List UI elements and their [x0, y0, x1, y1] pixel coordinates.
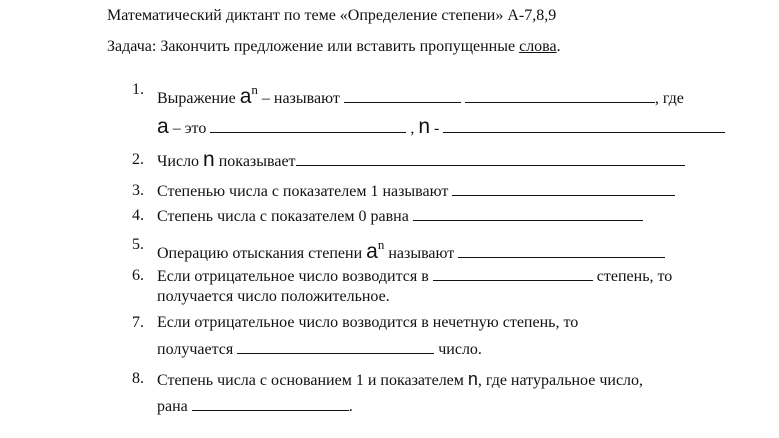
- blank-field[interactable]: [191, 396, 349, 411]
- item-number: 5.: [132, 236, 144, 253]
- var-n: n: [467, 369, 478, 389]
- item-text: показывает: [214, 153, 296, 170]
- var-a: a: [239, 85, 252, 108]
- item-text: рана: [157, 398, 192, 415]
- item-text: называют: [384, 245, 459, 262]
- item-text: Операцию отыскания степени: [157, 245, 367, 262]
- item-text: получается: [157, 341, 238, 358]
- task-suffix: .: [556, 38, 561, 55]
- item-text: – называют: [257, 90, 344, 107]
- item-text: – это: [168, 120, 211, 137]
- var-n: n: [377, 237, 385, 252]
- var-n: n: [251, 82, 258, 97]
- item-text: Если отрицательное число возводится в: [157, 268, 433, 285]
- blank-field[interactable]: [237, 339, 435, 354]
- blank-field[interactable]: [464, 88, 655, 103]
- item-text: Степенью числа с показателем 1 называют: [157, 183, 453, 200]
- var-a: a: [157, 115, 169, 138]
- item-number: 2.: [132, 151, 144, 168]
- blank-field[interactable]: [443, 118, 726, 133]
- blank-field[interactable]: [210, 118, 407, 133]
- var-n: n: [203, 148, 215, 171]
- item-number: 7.: [132, 314, 144, 331]
- task-text: Задача: Закончить предложение или встави…: [107, 37, 561, 57]
- blank-field[interactable]: [452, 181, 676, 196]
- item-number: 8.: [132, 370, 144, 387]
- item-number: 6.: [132, 267, 144, 284]
- item-number: 3.: [132, 182, 144, 199]
- item-text: , где: [654, 90, 684, 107]
- item-text: ,: [406, 120, 419, 137]
- blank-field[interactable]: [295, 151, 685, 166]
- item-text: Если отрицательное число возводится в не…: [157, 314, 579, 331]
- task-prefix: Задача: Закончить предложение или встави…: [107, 38, 520, 55]
- item-text: Степень числа с показателем 0 равна: [157, 208, 413, 225]
- var-n: n: [418, 115, 431, 138]
- var-a: a: [366, 240, 378, 263]
- item-text: степень, то: [592, 268, 673, 285]
- list-item-8-line2: рана .: [157, 396, 353, 417]
- list-item-7-line2: получается число.: [157, 339, 482, 360]
- item-text: Число: [157, 153, 204, 170]
- blank-field[interactable]: [412, 206, 643, 221]
- item-number: 1.: [132, 81, 144, 98]
- item-text: Степень числа с основанием 1 и показател…: [157, 372, 468, 389]
- blank-field[interactable]: [343, 88, 461, 103]
- item-text: число.: [434, 341, 482, 358]
- list-item-1-line2: a – это , n -: [157, 115, 726, 139]
- item-text: -: [430, 120, 444, 137]
- item-number: 4.: [132, 207, 144, 224]
- task-underlined-word: слова: [519, 38, 557, 55]
- list-item-6-line2: получается число положительное.: [157, 288, 390, 305]
- item-text: Выражение: [157, 90, 240, 107]
- item-text: .: [348, 398, 353, 415]
- blank-field[interactable]: [432, 266, 593, 281]
- item-text: , где натуральное число,: [477, 372, 644, 389]
- blank-field[interactable]: [458, 243, 666, 258]
- page-title: Математический диктант по теме «Определе…: [107, 7, 557, 24]
